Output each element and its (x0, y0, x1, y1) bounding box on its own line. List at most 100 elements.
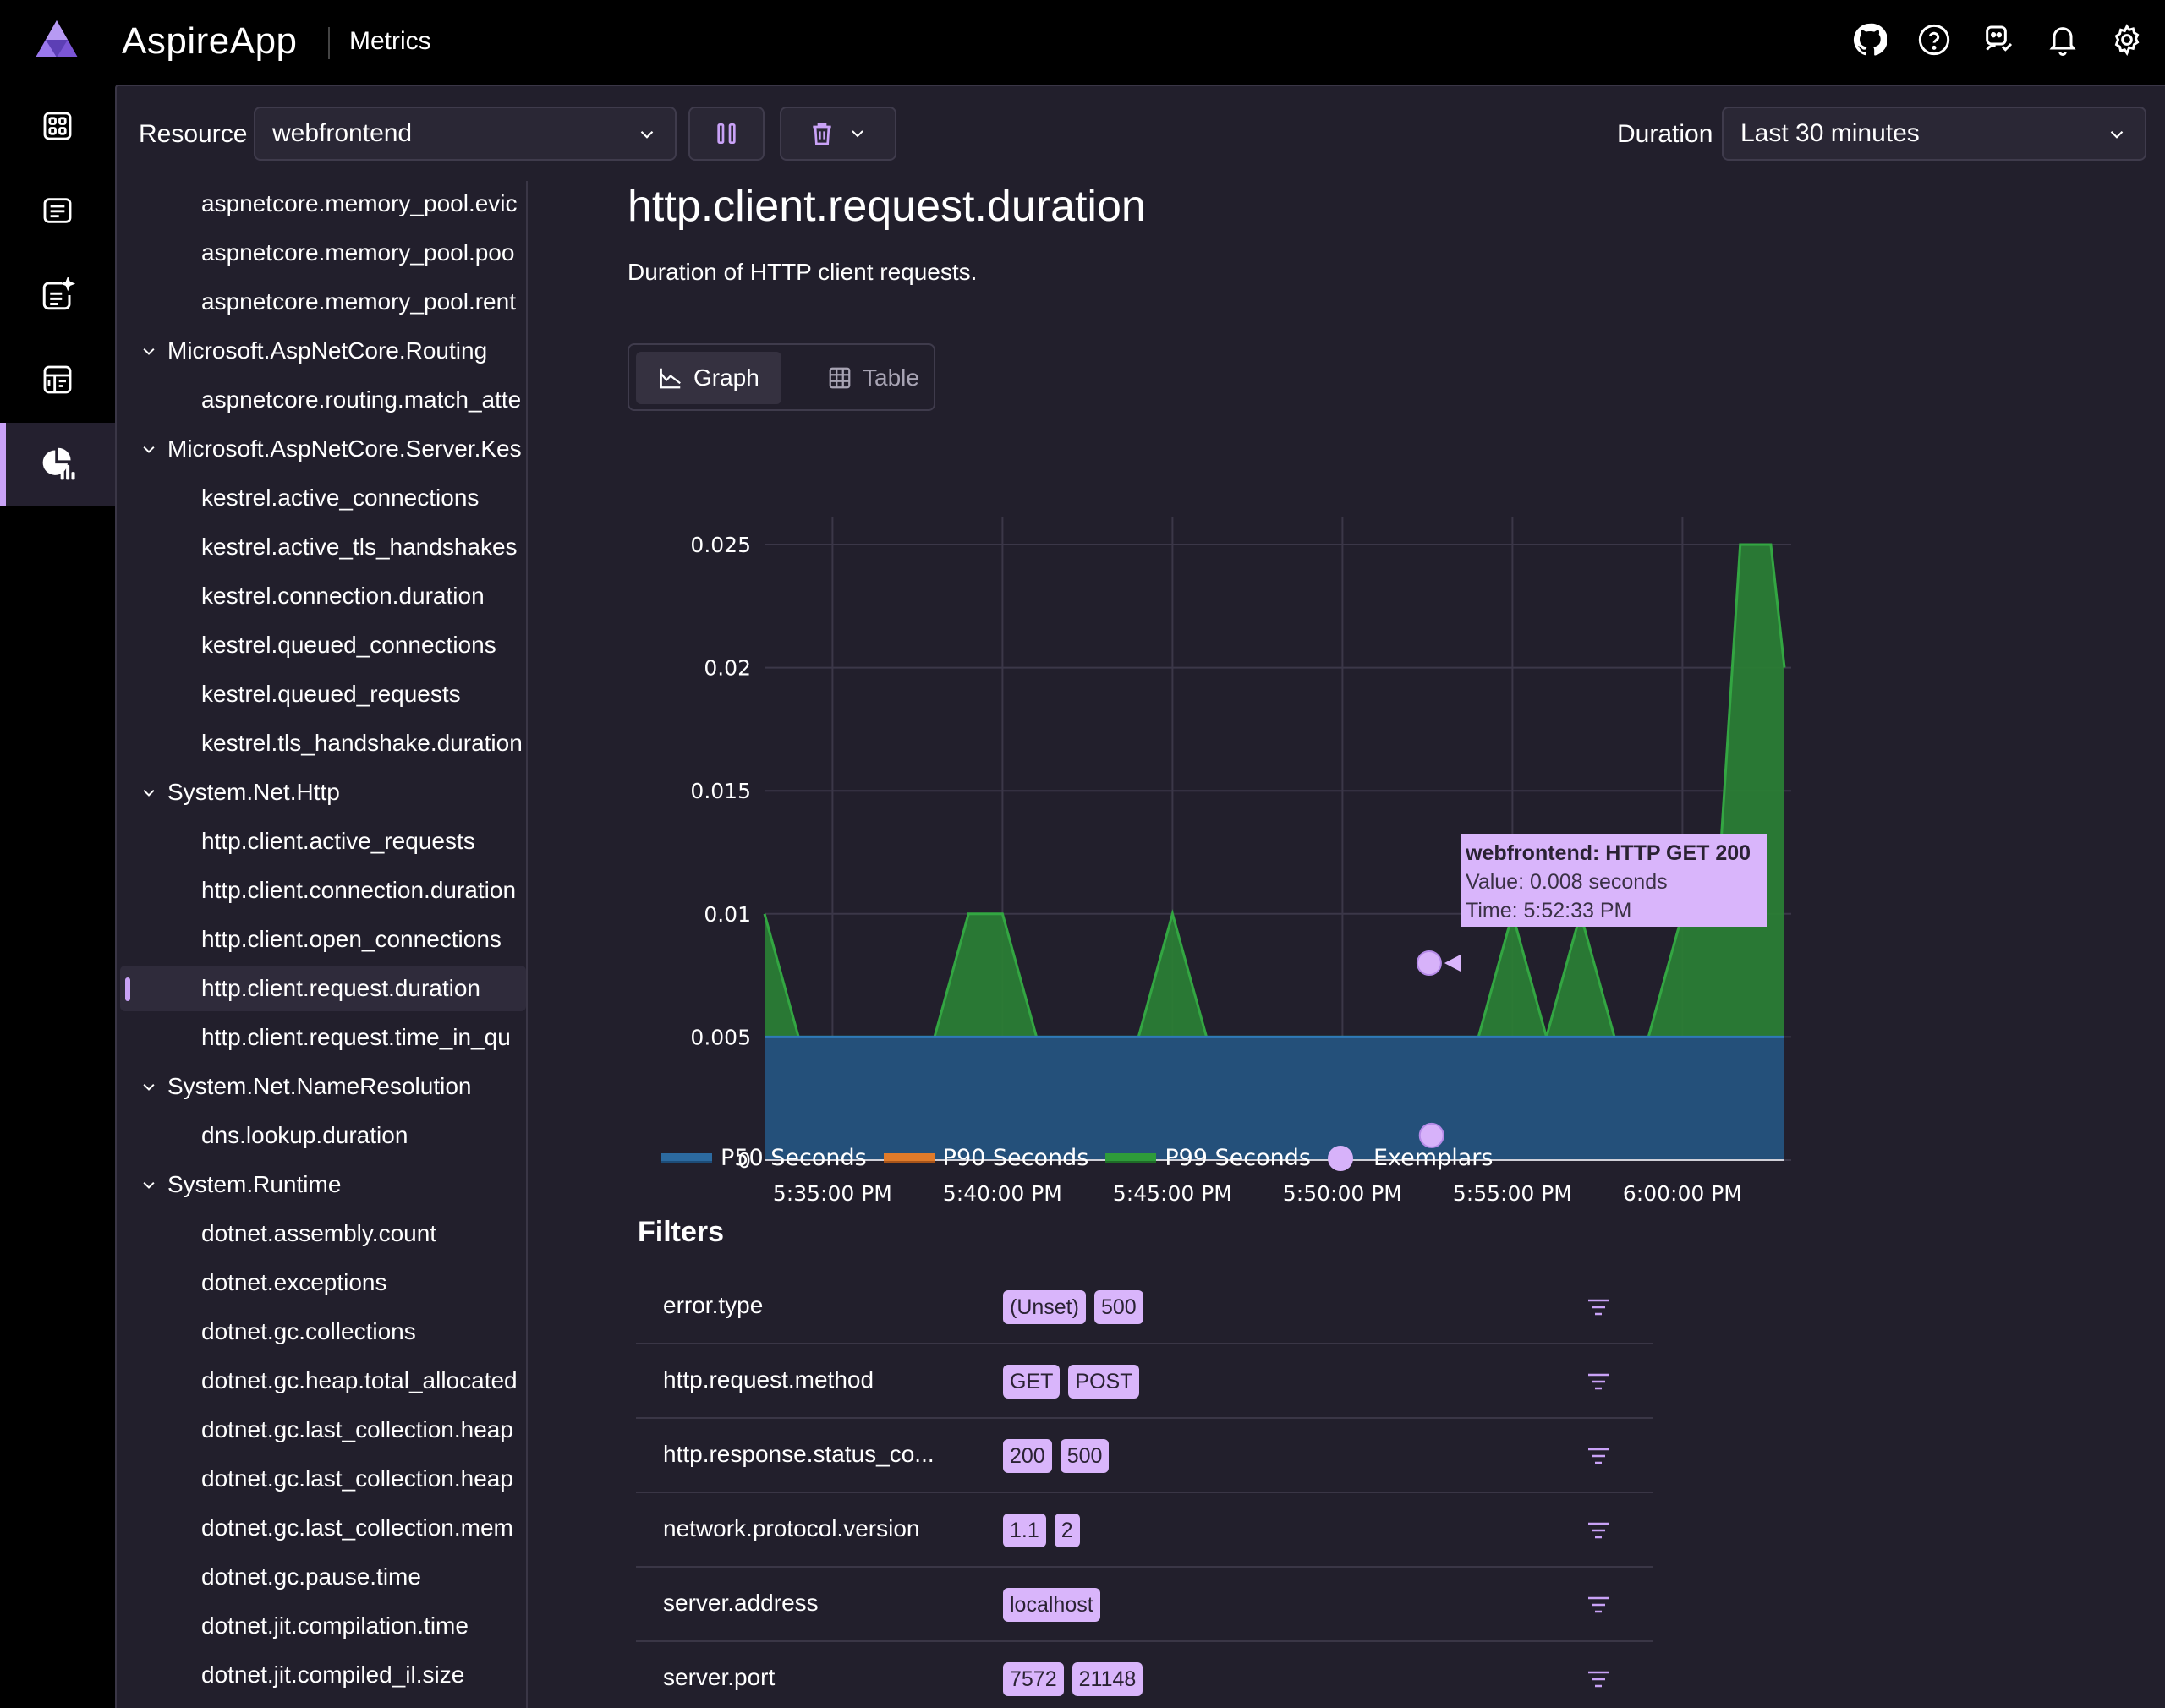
filter-icon[interactable] (1585, 1442, 1612, 1470)
pause-button[interactable] (688, 107, 765, 161)
metric-chart[interactable]: 0 0.005 0.01 0.015 0.02 0.025 5:35:00 PM 5:40:0… (556, 424, 1808, 1202)
tree-group[interactable]: System.Runtime (120, 1162, 526, 1207)
tree-item-label: dotnet.exceptions (201, 1269, 387, 1295)
filter-icon[interactable] (1585, 1368, 1612, 1395)
tree-item[interactable]: dotnet.gc.last_collection.heap (120, 1456, 526, 1502)
tree-item[interactable]: aspnetcore.memory_pool.poo (120, 230, 526, 276)
legend-label: Exemplars (1373, 1145, 1494, 1171)
nav-traces[interactable] (0, 338, 115, 421)
nav-structured-logs[interactable] (0, 254, 115, 337)
duration-select[interactable]: Last 30 minutes (1722, 107, 2146, 161)
tree-item[interactable]: dotnet.jit.compiled_il.size (120, 1652, 526, 1698)
tree-item-label: dotnet.jit.compilation.time (201, 1612, 469, 1639)
tree-item-label: aspnetcore.memory_pool.evic (201, 190, 518, 216)
aspire-logo[interactable] (34, 19, 79, 61)
tree-item-label: System.Net.NameResolution (167, 1073, 472, 1099)
tree-item[interactable]: http.client.request.time_in_qu (120, 1015, 526, 1060)
tree-item[interactable]: http.client.connection.duration (120, 868, 526, 913)
tree-item[interactable]: kestrel.queued_connections (120, 622, 526, 668)
filters-title: Filters (638, 1216, 725, 1248)
tree-item[interactable]: aspnetcore.memory_pool.rent (120, 279, 526, 325)
exemplar-point (1416, 950, 1442, 977)
tree-item[interactable]: http.client.active_requests (120, 818, 526, 864)
header-icons (1852, 22, 2145, 57)
tree-item[interactable]: http.client.open_connections (120, 917, 526, 962)
nav-resources[interactable] (0, 85, 115, 167)
notifications-icon[interactable] (2045, 22, 2080, 57)
tree-item-label: http.client.request.time_in_qu (201, 1024, 511, 1050)
series-area-p50 (765, 1037, 1784, 1160)
tree-item-label: kestrel.active_connections (201, 484, 480, 511)
exemplar-point (1418, 1122, 1444, 1148)
tree-item[interactable]: aspnetcore.memory_pool.evic (120, 181, 526, 227)
tree-item-label: kestrel.tls_handshake.duration (201, 730, 523, 756)
tree-item[interactable]: dotnet.gc.heap.total_allocated (120, 1358, 526, 1404)
tree-item-label: aspnetcore.memory_pool.rent (201, 288, 516, 315)
filter-values: (Unset) 500 (1003, 1290, 1143, 1324)
legend-item-p50[interactable]: P50 Seconds (661, 1145, 867, 1171)
tree-item[interactable]: dns.lookup.duration (120, 1113, 526, 1158)
y-tick-label: 0.005 (690, 1025, 751, 1049)
chevron-down-icon[interactable] (140, 1079, 157, 1096)
tree-item[interactable]: kestrel.tls_handshake.duration (120, 720, 526, 766)
tree-group[interactable]: Microsoft.AspNetCore.Routing (120, 328, 526, 374)
resource-select[interactable]: webfrontend (254, 107, 677, 161)
chevron-down-icon (2110, 130, 2124, 139)
tree-item-label: kestrel.active_tls_handshakes (201, 534, 518, 560)
support-icon[interactable] (1981, 22, 2016, 57)
tree-item[interactable]: dotnet.exceptions (120, 1260, 526, 1306)
graph-tab[interactable]: Graph (636, 352, 781, 404)
filter-row: server.address localhost (636, 1568, 1653, 1642)
nav-console-logs[interactable] (0, 169, 115, 252)
tree-item[interactable]: http.client.request.duration (120, 966, 526, 1011)
tree-item[interactable]: kestrel.queued_requests (120, 671, 526, 717)
filter-icon[interactable] (1585, 1517, 1612, 1544)
filter-row: server.port 7572 21148 (636, 1642, 1653, 1708)
x-tick-label: 5:35:00 PM (773, 1181, 892, 1202)
github-icon[interactable] (1852, 22, 1888, 57)
legend-item-p90[interactable]: P90 Seconds (883, 1145, 1088, 1171)
tree-group[interactable]: System.Net.NameResolution (120, 1064, 526, 1109)
tree-item[interactable]: dotnet.gc.last_collection.heap (120, 1407, 526, 1453)
chevron-down-icon[interactable] (140, 343, 157, 360)
tree-item[interactable]: kestrel.connection.duration (120, 573, 526, 619)
tree-item[interactable]: dotnet.gc.pause.time (120, 1554, 526, 1600)
graph-icon (660, 368, 681, 389)
legend-item-exemplars[interactable]: Exemplars (1327, 1145, 1494, 1171)
tree-item[interactable]: dotnet.gc.collections (120, 1309, 526, 1355)
tree-item[interactable]: dotnet.jit.compilation.time (120, 1603, 526, 1649)
tree-item[interactable]: dotnet.gc.last_collection.mem (120, 1505, 526, 1551)
settings-icon[interactable] (2109, 22, 2145, 57)
metrics-icon (42, 447, 75, 480)
tree-item[interactable]: dotnet.assembly.count (120, 1211, 526, 1256)
app-title[interactable]: AspireApp (122, 20, 298, 62)
filter-chip: GET (1003, 1365, 1061, 1399)
tree-splitter[interactable] (526, 181, 528, 1708)
filter-icon[interactable] (1585, 1591, 1612, 1618)
filter-name: server.address (663, 1590, 819, 1616)
metric-description: Duration of HTTP client requests. (628, 259, 978, 285)
tree-item[interactable]: kestrel.active_connections (120, 475, 526, 521)
legend-item-p99[interactable]: P99 Seconds (1105, 1145, 1311, 1171)
filter-chip: 500 (1060, 1439, 1110, 1473)
legend-label: P99 Seconds (1165, 1145, 1311, 1171)
filter-values: 200 500 (1003, 1439, 1110, 1473)
chevron-down-icon[interactable] (140, 785, 157, 802)
table-tab[interactable]: Table (805, 352, 941, 404)
tree-item[interactable]: aspnetcore.routing.match_atte (120, 377, 526, 423)
tree-group[interactable]: System.Net.Http (120, 769, 526, 815)
filter-chip: 200 (1003, 1439, 1052, 1473)
tree-item-label: dotnet.gc.last_collection.mem (201, 1514, 513, 1541)
nav-metrics[interactable] (0, 423, 115, 506)
tree-item[interactable]: kestrel.active_tls_handshakes (120, 524, 526, 570)
chevron-down-icon[interactable] (140, 441, 157, 458)
filter-icon[interactable] (1585, 1666, 1612, 1693)
tree-group[interactable]: Microsoft.AspNetCore.Server.Kes (120, 426, 526, 472)
tree-item-label: dotnet.gc.heap.total_allocated (201, 1367, 518, 1393)
filter-icon[interactable] (1585, 1294, 1612, 1321)
help-icon[interactable] (1916, 22, 1952, 57)
tree-item-label: kestrel.queued_connections (201, 632, 496, 658)
remove-data-button[interactable] (780, 107, 896, 161)
filter-chip: 1.1 (1003, 1514, 1046, 1547)
chevron-down-icon[interactable] (140, 1177, 157, 1194)
